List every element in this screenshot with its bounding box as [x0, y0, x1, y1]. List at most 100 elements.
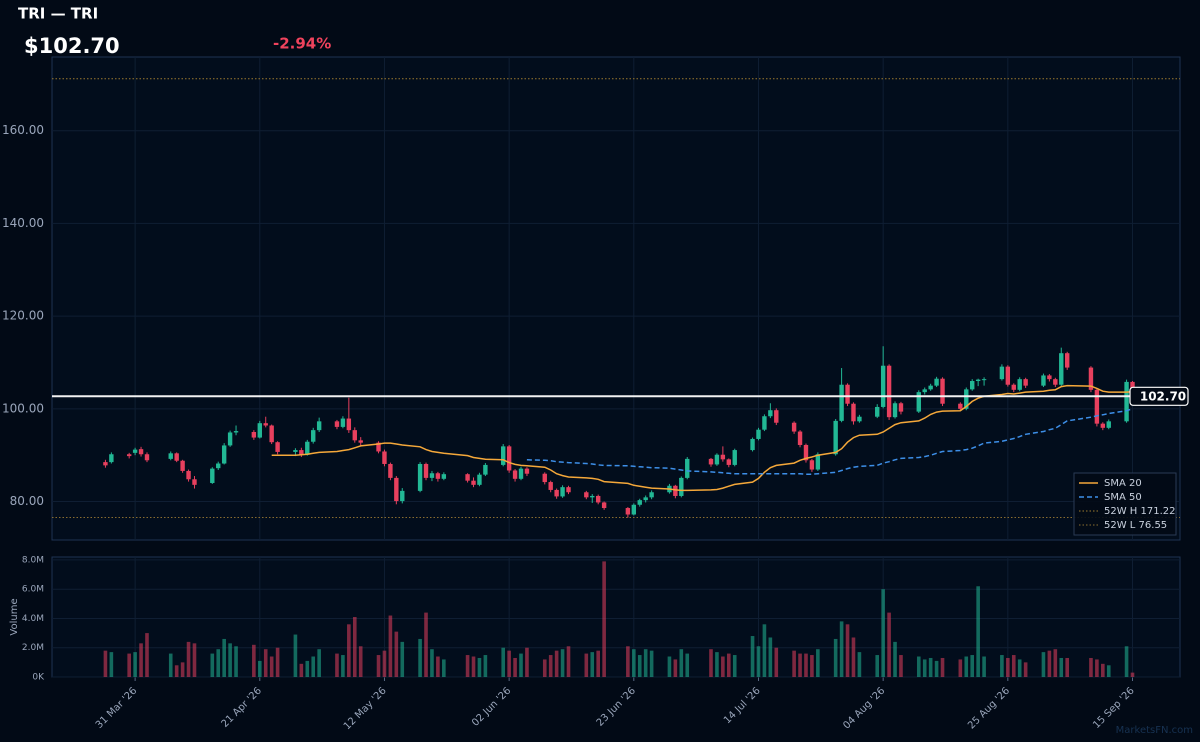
candle-body	[227, 432, 233, 446]
volume-bar	[875, 655, 880, 677]
candle-body	[168, 453, 173, 459]
candle-body	[720, 454, 726, 460]
y-tick-label: 100.00	[2, 401, 44, 415]
candle-body	[922, 389, 927, 393]
volume-bar	[442, 659, 446, 677]
candle-body	[334, 421, 340, 427]
volume-bar	[851, 637, 856, 677]
ticker-title: TRI — TRI	[18, 5, 98, 23]
candle-body	[251, 431, 257, 438]
candle-body	[518, 468, 524, 479]
volume-bar	[976, 586, 980, 677]
volume-bar	[816, 649, 820, 677]
volume-bar	[560, 649, 565, 677]
volume-bar	[750, 636, 755, 677]
volume-bar	[471, 656, 476, 677]
x-tick-label: 21 Apr '26	[220, 685, 264, 729]
candle-body	[346, 418, 352, 431]
candle-body	[892, 403, 898, 418]
volume-bar	[899, 655, 903, 677]
volume-bar	[649, 650, 654, 677]
volume-bar	[762, 624, 767, 677]
candle-body	[708, 458, 714, 465]
candle-body	[999, 366, 1005, 380]
candle-body	[376, 442, 381, 452]
y-tick-label: 120.00	[2, 309, 44, 323]
candle-body	[803, 444, 809, 461]
candle-body	[269, 425, 274, 443]
candle-body	[958, 403, 963, 409]
candle-body	[1059, 353, 1064, 385]
volume-bar	[667, 656, 672, 677]
volume-bar	[513, 657, 517, 677]
candle-body	[126, 454, 132, 457]
candle-body	[554, 489, 559, 497]
volume-bar	[275, 647, 280, 677]
volume-bar	[109, 652, 114, 677]
candle-body	[857, 416, 862, 422]
volume-bar	[916, 656, 921, 677]
volume-bar	[934, 660, 939, 677]
volume-bar	[1053, 649, 1058, 677]
candle-body	[524, 468, 530, 474]
volume-bar	[186, 641, 191, 677]
candle-body	[1100, 423, 1106, 428]
volume-bar	[887, 612, 891, 677]
volume-tick-label: 0K	[32, 673, 45, 683]
candle-body	[311, 430, 316, 442]
volume-bar	[584, 653, 589, 677]
volume-bar	[382, 650, 387, 677]
candle-body	[815, 454, 821, 470]
candle-body	[732, 450, 737, 465]
volume-bar	[554, 650, 559, 677]
candle-body	[875, 406, 880, 417]
candle-body	[886, 365, 892, 418]
volume-bar	[216, 649, 221, 677]
volume-bar	[228, 643, 232, 677]
volume-bar	[1065, 657, 1069, 677]
volume-bar	[810, 655, 814, 677]
volume-bar	[566, 646, 571, 677]
candle-body	[340, 418, 346, 427]
volume-bar	[673, 659, 678, 677]
volume-bar	[632, 649, 636, 677]
volume-bar	[768, 637, 773, 677]
x-tick-label: 02 Jun '26	[470, 685, 513, 728]
volume-bar	[501, 647, 505, 677]
volume-panel	[51, 556, 1181, 678]
volume-bar	[1023, 662, 1028, 677]
volume-bar	[525, 647, 529, 677]
candle-body	[186, 470, 191, 480]
volume-tick-label: 8.0M	[22, 555, 44, 565]
volume-bar	[234, 646, 238, 677]
volume-bar	[857, 652, 862, 677]
candle-body	[981, 379, 987, 381]
candle-body	[1053, 379, 1058, 385]
candle-body	[210, 468, 215, 483]
candle-body	[417, 463, 423, 491]
candle-body	[216, 463, 221, 469]
candle-body	[257, 423, 262, 438]
volume-bar	[424, 612, 428, 677]
candle-body	[316, 421, 322, 431]
y-tick-label: 80.00	[10, 494, 44, 508]
candle-body	[1047, 375, 1052, 380]
candle-body	[928, 385, 933, 390]
volume-bar	[839, 621, 844, 677]
volume-bar	[388, 615, 393, 677]
candle-body	[275, 442, 280, 452]
candle-body	[916, 392, 921, 412]
volume-bar	[626, 646, 630, 677]
volume-bar	[1006, 657, 1010, 677]
candle-body	[625, 508, 631, 515]
volume-bar	[103, 650, 108, 677]
candle-body	[679, 477, 684, 496]
candle-body	[601, 502, 607, 509]
volume-bar	[347, 624, 351, 677]
volume-bar	[542, 659, 547, 677]
volume-bar	[430, 649, 434, 677]
volume-bar	[958, 659, 963, 677]
candle-body	[192, 479, 197, 485]
legend-label: 52W H 171.22	[1104, 506, 1175, 517]
candle-body	[975, 379, 981, 382]
